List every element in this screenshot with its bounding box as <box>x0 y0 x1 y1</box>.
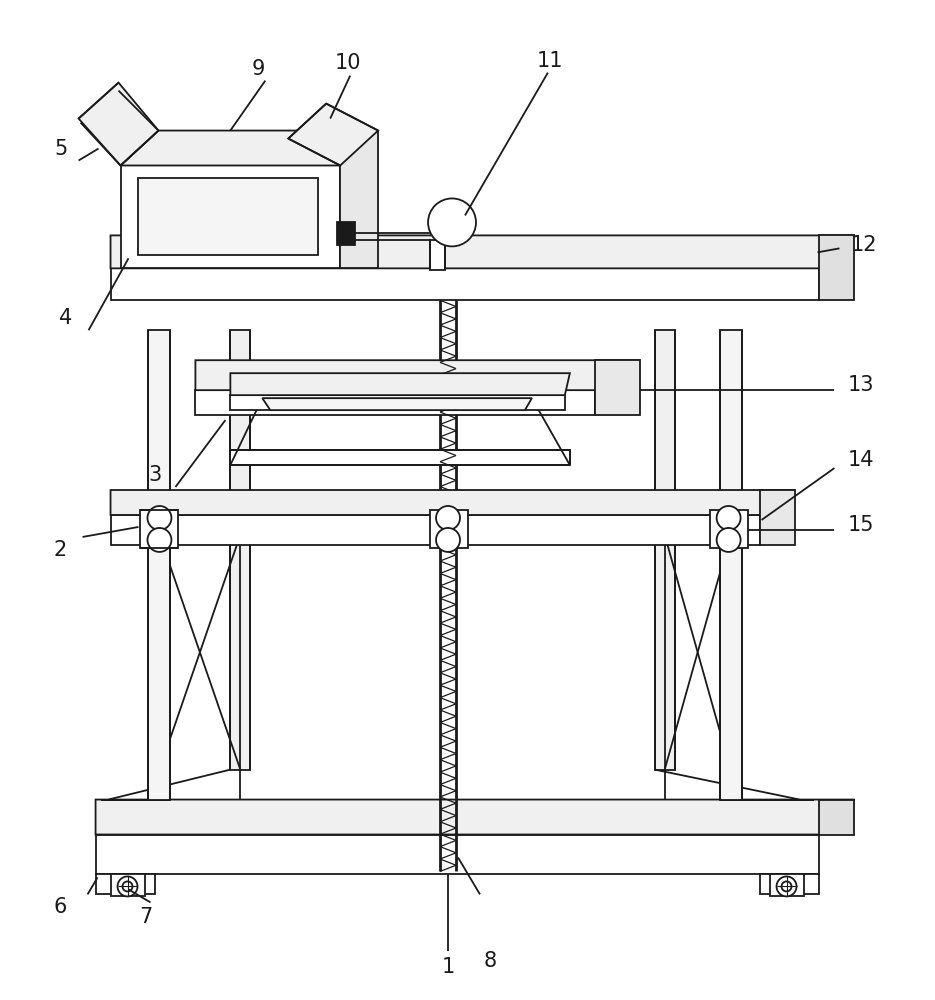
Circle shape <box>118 876 137 896</box>
Polygon shape <box>110 874 146 896</box>
Polygon shape <box>288 104 378 165</box>
Text: 1: 1 <box>441 957 454 977</box>
Circle shape <box>436 528 460 552</box>
Polygon shape <box>95 800 855 835</box>
Text: 3: 3 <box>149 465 162 485</box>
Polygon shape <box>720 330 741 800</box>
Polygon shape <box>595 360 640 415</box>
Polygon shape <box>770 874 804 896</box>
Polygon shape <box>430 240 445 270</box>
Circle shape <box>782 881 792 891</box>
Circle shape <box>428 198 476 246</box>
Circle shape <box>436 506 460 530</box>
Polygon shape <box>263 398 532 410</box>
Polygon shape <box>819 800 855 835</box>
Polygon shape <box>110 490 795 515</box>
Polygon shape <box>230 330 251 770</box>
Text: 12: 12 <box>851 235 878 255</box>
Polygon shape <box>340 131 378 268</box>
Text: 8: 8 <box>483 951 496 971</box>
Text: 4: 4 <box>59 308 72 328</box>
Text: 5: 5 <box>54 139 67 159</box>
Circle shape <box>777 876 797 896</box>
Polygon shape <box>430 510 468 548</box>
Polygon shape <box>79 83 158 165</box>
Text: 14: 14 <box>848 450 874 470</box>
Text: 15: 15 <box>848 515 874 535</box>
Text: 9: 9 <box>252 59 265 79</box>
Circle shape <box>148 528 171 552</box>
Polygon shape <box>149 330 170 800</box>
Circle shape <box>716 528 741 552</box>
Polygon shape <box>110 268 819 300</box>
Polygon shape <box>230 395 565 410</box>
Polygon shape <box>95 835 819 874</box>
Polygon shape <box>195 360 640 390</box>
Text: 10: 10 <box>335 53 362 73</box>
Polygon shape <box>710 510 748 548</box>
Circle shape <box>148 506 171 530</box>
Polygon shape <box>654 330 675 770</box>
Polygon shape <box>110 235 855 268</box>
Polygon shape <box>759 490 795 545</box>
Polygon shape <box>759 874 819 894</box>
Polygon shape <box>110 515 759 545</box>
Polygon shape <box>230 450 569 465</box>
Polygon shape <box>121 165 340 268</box>
Polygon shape <box>95 874 155 894</box>
Polygon shape <box>121 131 378 165</box>
Text: 2: 2 <box>54 540 67 560</box>
Circle shape <box>716 506 741 530</box>
Polygon shape <box>819 235 855 300</box>
Polygon shape <box>138 178 318 255</box>
Polygon shape <box>140 510 179 548</box>
Text: 6: 6 <box>54 897 67 917</box>
Polygon shape <box>195 390 595 415</box>
Text: 11: 11 <box>537 51 563 71</box>
Text: 13: 13 <box>848 375 874 395</box>
Polygon shape <box>338 222 355 245</box>
Text: 7: 7 <box>139 907 152 927</box>
Circle shape <box>122 881 133 891</box>
Polygon shape <box>230 373 569 395</box>
